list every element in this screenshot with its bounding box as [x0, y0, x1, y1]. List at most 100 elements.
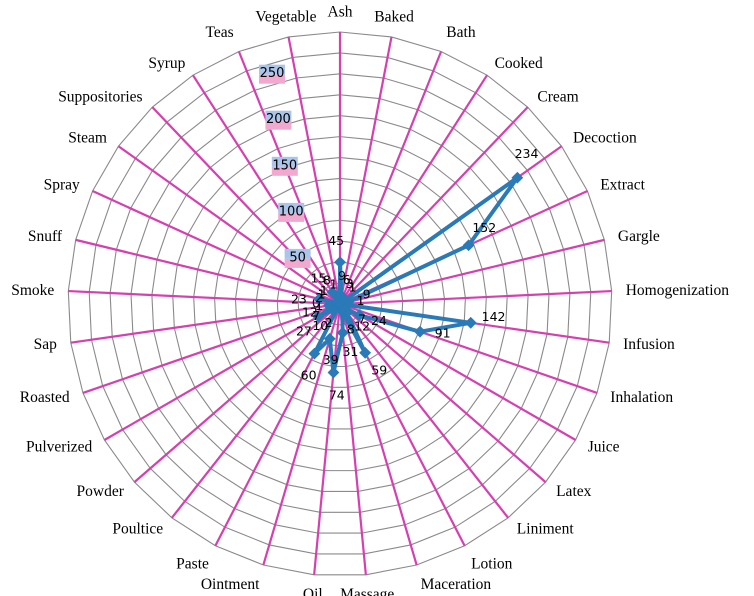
spoke-pulverized: [103, 303, 341, 441]
data-label-ash: 45: [328, 233, 344, 248]
tick-label-250: 250: [260, 66, 285, 81]
data-label-massage: 31: [342, 344, 358, 359]
grid-ring: [109, 73, 571, 534]
tick-bg-bottom: [284, 258, 311, 268]
spoke-inhalation: [339, 302, 598, 394]
marker-juice: [353, 309, 366, 322]
category-label-steam: Steam: [68, 130, 107, 147]
marker-lotion: [359, 346, 372, 359]
data-label-ointment: 39: [323, 352, 339, 367]
data-label-extract: 152: [472, 220, 496, 235]
marker-ash: [334, 256, 346, 269]
category-label-pulverized: Pulverized: [26, 439, 93, 456]
spoke-cream: [339, 106, 529, 305]
data-label-baked: 9: [338, 268, 346, 283]
marker-snuff: [313, 293, 326, 305]
tick-bg-bottom: [271, 166, 298, 176]
data-label-suppositories: 1: [320, 283, 328, 298]
spoke-snuff: [75, 238, 341, 306]
data-label-maceration: 8: [347, 322, 355, 337]
marker-paste: [308, 347, 321, 360]
tick-bg-top: [265, 110, 292, 121]
spoke-homogenization: [339, 289, 612, 306]
grid-ring: [255, 219, 425, 388]
category-label-extract: Extract: [600, 177, 645, 194]
category-label-liniment: Liniment: [517, 520, 575, 537]
category-label-vegetable: Vegetable: [255, 9, 316, 26]
data-label-liniment: 12: [354, 319, 370, 334]
data-label-decoction: 234: [515, 146, 539, 161]
category-label-homogenization: Homogenization: [626, 282, 730, 299]
data-label-roasted: 7: [312, 308, 320, 323]
category-label-juice: Juice: [588, 439, 620, 456]
spoke-smoke: [68, 289, 341, 306]
category-label-syrup: Syrup: [148, 55, 185, 72]
data-label-cream: 1: [349, 280, 357, 295]
data-label-poultice: 2: [325, 315, 333, 330]
tick-bg-bottom: [278, 212, 305, 222]
tick-bg-bottom: [265, 120, 292, 130]
spoke-liniment: [339, 303, 510, 519]
grid-ring: [67, 31, 613, 576]
data-labels: 4596312341529114291247125983174396021027…: [291, 146, 539, 402]
grid-ring: [276, 240, 404, 368]
spoke-powder: [133, 303, 341, 483]
tick-bg-top: [278, 202, 305, 213]
grid-rings: [67, 31, 613, 576]
category-label-cream: Cream: [537, 89, 578, 106]
data-label-smoke: 1: [315, 298, 323, 313]
category-labels: Ash Baked Bath Cooked Cream Decoction Extract G…: [11, 4, 729, 596]
category-label-teas: Teas: [206, 24, 234, 41]
data-label-vegetable: 1: [330, 277, 338, 292]
category-label-bath: Bath: [446, 24, 476, 41]
category-label-poultice: Poultice: [112, 520, 163, 537]
category-label-baked: Baked: [374, 9, 414, 26]
category-label-smoke: Smoke: [11, 282, 54, 299]
category-label-lotion: Lotion: [471, 556, 513, 573]
data-label-teas: 8: [323, 272, 331, 287]
marker-decoction: [511, 171, 524, 184]
marker-oil: [327, 366, 340, 379]
data-label-oil: 74: [329, 387, 345, 402]
category-label-ash: Ash: [328, 4, 353, 21]
data-label-paste: 60: [301, 368, 317, 383]
category-label-latex: Latex: [556, 483, 592, 500]
category-label-roasted: Roasted: [20, 389, 70, 406]
data-label-inhalation: 91: [435, 325, 451, 340]
tick-bg-top: [284, 248, 311, 259]
data-label-latex: 7: [358, 311, 366, 326]
spoke-maceration: [338, 303, 418, 566]
grid-ring: [151, 115, 529, 493]
spoke-ointment: [262, 303, 342, 566]
series-area: [308, 171, 524, 379]
grid-ring: [214, 177, 466, 430]
category-label-infusion: Infusion: [623, 336, 675, 353]
tick-label-100: 100: [279, 204, 304, 219]
marker-inhalation: [414, 325, 426, 338]
spoke-vegetable: [287, 36, 342, 305]
spoke-suppositories: [151, 106, 341, 305]
data-label-powder: 10: [312, 318, 328, 333]
spoke-roasted: [82, 302, 341, 394]
category-label-massage: Massage: [340, 586, 394, 596]
tick-label-150: 150: [272, 158, 297, 173]
tick-bg-bottom: [259, 74, 285, 84]
grid-ring: [234, 198, 446, 409]
spoke-juice: [339, 303, 577, 441]
grid-ring: [130, 94, 550, 513]
category-label-spray: Spray: [44, 177, 80, 194]
marker-vegetable: [333, 297, 346, 309]
category-label-snuff: Snuff: [28, 228, 63, 245]
data-label-sap: 12: [302, 305, 318, 320]
grid-ring: [318, 282, 362, 326]
spoke-spray: [92, 190, 341, 306]
category-label-powder: Powder: [77, 483, 125, 500]
marker-ointment: [323, 332, 336, 345]
spoke-massage: [338, 303, 367, 575]
tick-bg-top: [259, 64, 285, 75]
spoke-latex: [339, 303, 547, 483]
marker-extract: [462, 239, 475, 252]
spoke-teas: [237, 51, 342, 305]
category-label-decoction: Decoction: [573, 130, 637, 147]
